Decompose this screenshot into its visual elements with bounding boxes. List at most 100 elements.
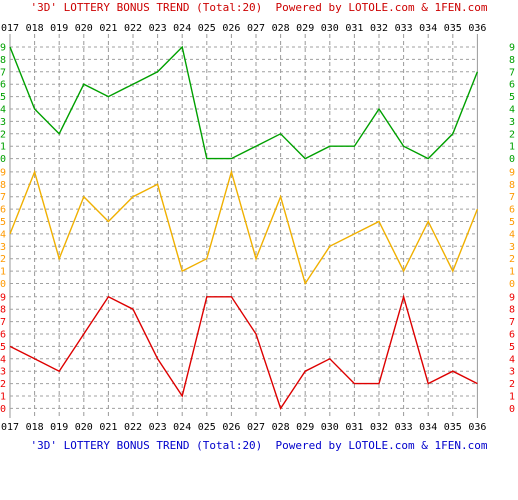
x-tick-label: 029 xyxy=(296,422,314,433)
y-tick-label: 9 xyxy=(509,292,515,303)
x-tick-label: 018 xyxy=(26,422,44,433)
y-tick-label: 8 xyxy=(0,180,6,191)
x-tick-label: 033 xyxy=(395,23,413,34)
y-tick-label: 2 xyxy=(509,254,515,265)
x-tick-label: 031 xyxy=(345,23,363,34)
y-tick-label: 3 xyxy=(0,242,6,253)
y-tick-label: 2 xyxy=(0,379,6,390)
x-tick-label: 035 xyxy=(444,23,462,34)
x-tick-label: 024 xyxy=(173,422,191,433)
y-tick-label: 9 xyxy=(509,43,515,54)
x-tick-label: 027 xyxy=(247,422,265,433)
y-tick-label: 2 xyxy=(509,129,515,140)
footer-title: '3D' LOTTERY BONUS TREND (Total:20) Powe… xyxy=(31,439,488,452)
y-tick-label: 8 xyxy=(509,305,515,316)
y-tick-label: 1 xyxy=(509,142,515,153)
y-tick-label: 0 xyxy=(509,279,515,290)
x-tick-label: 018 xyxy=(26,23,44,34)
header-title: '3D' LOTTERY BONUS TREND (Total:20) Powe… xyxy=(31,1,488,14)
y-tick-label: 0 xyxy=(509,404,515,415)
x-tick-label: 032 xyxy=(370,23,388,34)
x-tick-label: 020 xyxy=(75,422,93,433)
series-line xyxy=(9,45,479,160)
y-tick-label: 0 xyxy=(0,404,6,415)
y-tick-label: 0 xyxy=(509,154,515,165)
y-tick-label: 6 xyxy=(509,205,515,216)
x-tick-label: 034 xyxy=(419,23,437,34)
x-tick-label: 027 xyxy=(247,23,265,34)
x-tick-label: 030 xyxy=(321,23,339,34)
y-tick-label: 1 xyxy=(0,267,6,278)
y-axis-labels: 0 01 12 23 34 45 56 67 78 89 90 01 12 23 34 45 56 67 78 89 9… xyxy=(0,43,515,415)
y-tick-label: 5 xyxy=(509,342,515,353)
x-tick-label: 017 xyxy=(1,23,19,34)
x-tick-label: 034 xyxy=(419,422,437,433)
y-tick-label: 9 xyxy=(509,167,515,178)
y-tick-label: 6 xyxy=(509,80,515,91)
series-line xyxy=(9,169,479,286)
y-tick-label: 7 xyxy=(509,67,515,78)
y-tick-label: 4 xyxy=(509,105,515,116)
x-tick-label: 021 xyxy=(99,23,117,34)
series-lines xyxy=(9,45,479,410)
y-tick-label: 6 xyxy=(0,205,6,216)
y-tick-label: 2 xyxy=(0,254,6,265)
x-tick-label: 026 xyxy=(222,23,240,34)
y-tick-label: 6 xyxy=(509,330,515,341)
y-tick-label: 3 xyxy=(509,117,515,128)
y-tick-label: 7 xyxy=(509,192,515,203)
y-tick-label: 5 xyxy=(509,217,515,228)
y-tick-label: 3 xyxy=(509,367,515,378)
x-tick-label: 036 xyxy=(468,23,486,34)
x-tick-label: 019 xyxy=(50,23,68,34)
x-tick-label: 026 xyxy=(222,422,240,433)
y-tick-label: 5 xyxy=(0,92,6,103)
x-tick-label: 020 xyxy=(75,23,93,34)
y-tick-label: 4 xyxy=(509,354,515,365)
x-tick-label: 028 xyxy=(272,422,290,433)
x-tick-label: 031 xyxy=(345,422,363,433)
x-tick-label: 029 xyxy=(296,23,314,34)
y-tick-label: 4 xyxy=(0,105,6,116)
y-tick-label: 5 xyxy=(509,92,515,103)
x-tick-label: 032 xyxy=(370,422,388,433)
y-tick-label: 3 xyxy=(0,117,6,128)
x-tick-label: 024 xyxy=(173,23,191,34)
x-tick-label: 025 xyxy=(198,23,216,34)
y-tick-label: 7 xyxy=(0,67,6,78)
y-tick-label: 0 xyxy=(0,279,6,290)
series-line xyxy=(9,294,478,410)
x-tick-label: 022 xyxy=(124,23,142,34)
y-tick-label: 5 xyxy=(0,342,6,353)
x-tick-label: 036 xyxy=(468,422,486,433)
y-tick-label: 4 xyxy=(509,229,515,240)
y-tick-label: 1 xyxy=(0,142,6,153)
y-tick-label: 0 xyxy=(0,154,6,165)
y-tick-label: 1 xyxy=(0,392,6,403)
x-tick-label: 035 xyxy=(444,422,462,433)
x-tick-label: 028 xyxy=(272,23,290,34)
y-tick-label: 7 xyxy=(0,317,6,328)
y-tick-label: 9 xyxy=(0,43,6,54)
x-tick-label: 021 xyxy=(99,422,117,433)
y-tick-label: 9 xyxy=(0,167,6,178)
x-tick-label: 017 xyxy=(1,422,19,433)
chart-grid xyxy=(9,34,478,418)
x-axis-bottom-labels: 017 018 019 020 021 022 023 024 025 026 027 028 029 0… xyxy=(1,422,486,433)
y-tick-label: 8 xyxy=(0,305,6,316)
y-tick-label: 4 xyxy=(0,229,6,240)
x-tick-label: 019 xyxy=(50,422,68,433)
x-tick-label: 025 xyxy=(198,422,216,433)
y-tick-label: 3 xyxy=(0,367,6,378)
y-tick-label: 7 xyxy=(509,317,515,328)
x-tick-label: 033 xyxy=(395,422,413,433)
y-tick-label: 7 xyxy=(0,192,6,203)
x-tick-label: 022 xyxy=(124,422,142,433)
x-axis-top-labels: 017 018 019 020 021 022 023 024 025 026 027 028 029 0… xyxy=(1,23,486,34)
y-tick-label: 8 xyxy=(0,55,6,66)
y-tick-label: 3 xyxy=(509,242,515,253)
y-tick-label: 8 xyxy=(509,180,515,191)
y-tick-label: 1 xyxy=(509,267,515,278)
y-tick-label: 9 xyxy=(0,292,6,303)
y-tick-label: 1 xyxy=(509,392,515,403)
